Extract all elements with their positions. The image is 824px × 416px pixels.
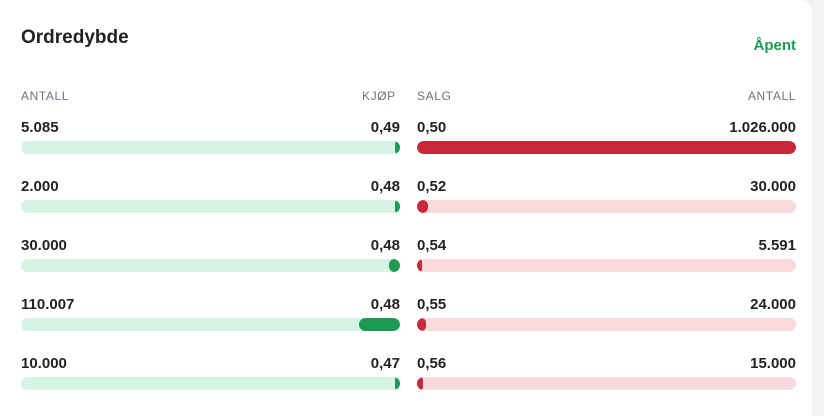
buy-price-header: KJØP: [362, 89, 396, 103]
card-title: Ordredybde: [21, 27, 129, 48]
bid-row[interactable]: 10.000 0,47: [21, 355, 400, 395]
bid-depth-bar: [21, 259, 400, 272]
bid-depth-bar: [21, 200, 400, 213]
ask-depth-bar: [417, 377, 796, 390]
ask-row[interactable]: 0,56 15.000: [417, 355, 796, 395]
bid-quantity: 5.085: [21, 119, 59, 136]
ask-depth-bar: [417, 141, 796, 154]
ask-quantity: 15.000: [750, 355, 796, 372]
sell-quantity-header: ANTALL: [747, 89, 796, 103]
ask-quantity: 5.591: [758, 237, 796, 254]
ask-depth-fill: [417, 318, 426, 331]
bid-depth-bar: [21, 377, 400, 390]
bid-depth-fill: [359, 318, 400, 331]
ask-price: 0,52: [417, 178, 447, 195]
ask-row[interactable]: 0,52 30.000: [417, 178, 796, 218]
ask-price: 0,55: [417, 296, 447, 313]
ask-price: 0,54: [417, 237, 447, 254]
ask-quantity: 24.000: [750, 296, 796, 313]
bid-row[interactable]: 30.000 0,48: [21, 237, 400, 277]
bid-quantity: 10.000: [21, 355, 67, 372]
bid-depth-bar: [21, 141, 400, 154]
ask-depth-fill: [417, 200, 428, 213]
bid-depth-fill: [395, 200, 400, 213]
bid-price: 0,49: [370, 119, 400, 136]
ask-row[interactable]: 0,55 24.000: [417, 296, 796, 336]
bid-row[interactable]: 2.000 0,48: [21, 178, 400, 218]
bid-quantity: 30.000: [21, 237, 67, 254]
ask-row[interactable]: 0,54 5.591: [417, 237, 796, 277]
bid-row[interactable]: 5.085 0,49: [21, 119, 400, 159]
ask-depth-fill: [417, 141, 796, 154]
ask-quantity: 1.026.000: [729, 119, 796, 136]
bid-depth-bar: [21, 318, 400, 331]
bid-price: 0,48: [370, 296, 400, 313]
bid-depth-fill: [389, 259, 400, 272]
ask-depth-fill: [417, 377, 423, 390]
market-status-badge: Åpent: [753, 37, 797, 54]
ask-row[interactable]: 0,50 1.026.000: [417, 119, 796, 159]
bid-quantity: 2.000: [21, 178, 59, 195]
ask-depth-fill: [417, 259, 422, 272]
bid-row[interactable]: 110.007 0,48: [21, 296, 400, 336]
buy-quantity-header: ANTALL: [21, 89, 70, 103]
bid-quantity: 110.007: [21, 296, 75, 313]
bid-depth-fill: [395, 377, 400, 390]
ask-quantity: 30.000: [750, 178, 796, 195]
ask-price: 0,56: [417, 355, 447, 372]
ask-depth-bar: [417, 259, 796, 272]
bid-price: 0,48: [370, 178, 400, 195]
ask-depth-bar: [417, 318, 796, 331]
sell-price-header: SALG: [417, 89, 452, 103]
ask-depth-bar: [417, 200, 796, 213]
bid-price: 0,47: [370, 355, 400, 372]
bid-depth-fill: [395, 141, 400, 154]
ask-price: 0,50: [417, 119, 447, 136]
bid-price: 0,48: [370, 237, 400, 254]
